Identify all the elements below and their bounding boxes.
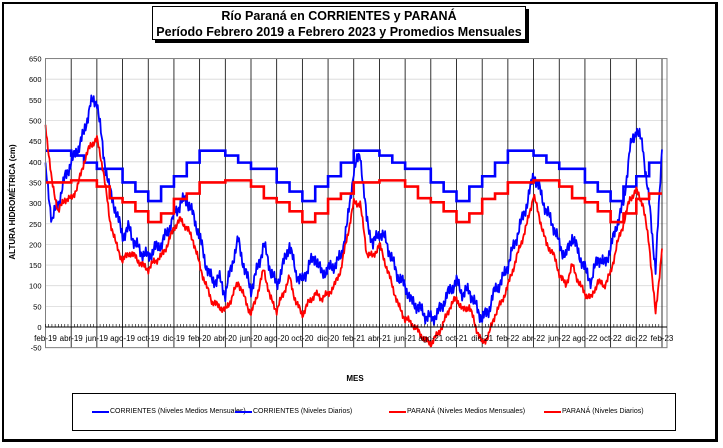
legend-swatch [544,410,561,413]
x-tick-label: jun-21 [393,334,417,343]
x-axis-label: MES [346,374,364,383]
x-tick-label: oct-22 [600,334,623,343]
y-tick-label: 450 [29,137,42,146]
x-tick-label: abr-20 [214,334,238,343]
x-tick-label: jun-20 [239,334,263,343]
x-tick-label: dic-19 [163,334,185,343]
x-tick-label: ago-21 [418,334,443,343]
legend-label: PARANÁ (Niveles Diarios) [562,408,644,415]
x-tick-label: dic-21 [471,334,493,343]
x-tick-label: feb-22 [497,334,520,343]
chart-title: Río Paraná en CORRIENTES y PARANÁ Períod… [152,6,526,40]
legend-item-corrientes-daily: CORRIENTES (Niveles Diarios) [235,408,352,415]
y-tick-label: 0 [37,323,41,332]
legend-item-parana-monthly: PARANÁ (Niveles Medios Mensuales) [389,408,525,415]
legend-item-parana-daily: PARANÁ (Niveles Diarios) [544,408,644,415]
y-tick-label: 300 [29,199,42,208]
legend-swatch [235,410,252,413]
x-tick-label: feb-20 [188,334,211,343]
series-line-corrientes-daily [44,94,663,326]
title-line-2: Período Febrero 2019 a Febrero 2023 y Pr… [156,25,522,39]
x-tick-label: abr-21 [368,334,392,343]
plot-area-border [45,58,668,349]
y-tick-label: 650 [29,55,42,64]
title-line-1: Río Paraná en CORRIENTES y PARANÁ [221,9,457,23]
legend-swatch [389,410,406,413]
y-tick-label: 500 [29,117,42,126]
x-tick-label: ago-20 [264,334,289,343]
legend-item-corrientes-monthly: CORRIENTES (Niveles Medios Mensuales) [92,408,246,415]
series-line-parana-daily [44,124,663,349]
y-tick-label: 550 [29,96,42,105]
x-tick-label: oct-21 [445,334,468,343]
y-tick-label: 350 [29,178,42,187]
x-tick-label: dic-20 [317,334,339,343]
x-tick-label: ago-22 [572,334,597,343]
y-axis-label: ALTURA HIDROMÉTRICA (cm) [8,144,17,260]
y-tick-label: 400 [29,158,42,167]
y-tick-label: 200 [29,240,42,249]
x-tick-label: oct-20 [291,334,314,343]
y-tick-label: 250 [29,220,42,229]
legend-swatch [92,410,109,413]
x-tick-label: feb-23 [651,334,674,343]
y-tick-label: 100 [29,282,42,291]
series-line-corrientes-monthly [45,149,662,203]
legend-label: CORRIENTES (Niveles Medios Mensuales) [110,408,246,415]
legend-label: PARANÁ (Niveles Medios Mensuales) [407,408,526,415]
x-tick-label: jun-19 [85,334,109,343]
x-tick-label: oct-19 [137,334,160,343]
chart-frame [2,2,718,442]
y-tick-label: 50 [33,302,41,311]
y-tick-label: 600 [29,75,42,84]
x-tick-label: abr-22 [522,334,546,343]
y-tick-label: -50 [31,344,42,353]
x-tick-label: ago-19 [110,334,135,343]
series-line-parana-monthly [45,179,662,224]
legend-label: CORRIENTES (Niveles Diarios) [253,408,353,415]
x-tick-label: feb-21 [342,334,365,343]
x-tick-label: jun-22 [547,334,571,343]
legend: CORRIENTES (Niveles Medios Mensuales) CO… [72,393,676,431]
y-tick-label: 150 [29,261,42,270]
x-tick-label: abr-19 [60,334,84,343]
x-tick-label: dic-22 [625,334,647,343]
